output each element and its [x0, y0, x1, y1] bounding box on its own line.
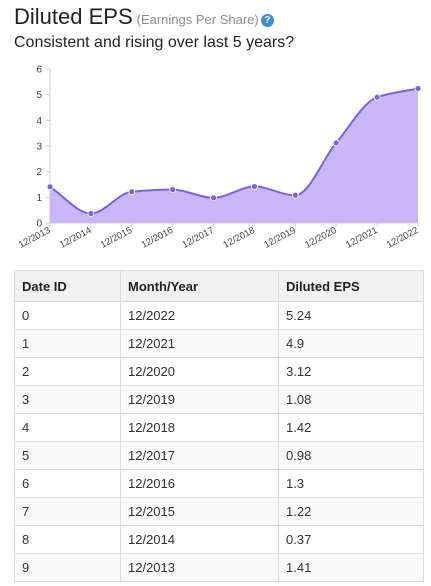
x-tick-label: 12/2018: [221, 225, 256, 251]
eps-point-12-2021[interactable]: [373, 93, 381, 101]
eps-area: [50, 88, 418, 223]
eps-point-12-2020[interactable]: [332, 139, 340, 147]
x-tick-label: 12/2019: [262, 225, 297, 251]
col-header-month-year: Month/Year: [120, 270, 279, 302]
cell-diluted-eps: 1.41: [278, 553, 424, 582]
eps-point-12-2017[interactable]: [210, 194, 217, 202]
y-tick-label: 6: [36, 65, 42, 76]
eps-line: [49, 87, 419, 215]
table-header-row: Date ID Month/Year Diluted EPS: [14, 270, 424, 302]
table-row: 1 12/2021 4.9: [14, 329, 424, 358]
header: Diluted EPS (Earnings Per Share)? Consist…: [14, 4, 424, 52]
eps-point-12-2015[interactable]: [128, 188, 136, 196]
cell-date-id: 7: [14, 497, 121, 526]
x-tick-label: 12/2017: [180, 225, 215, 251]
page-title: Diluted EPS: [14, 4, 133, 29]
page-subtitle: (Earnings Per Share): [136, 12, 259, 27]
y-tick-label: 5: [36, 90, 42, 101]
cell-month-year: 12/2016: [120, 469, 279, 498]
eps-table: Date ID Month/Year Diluted EPS 0 12/2022 5…: [14, 270, 424, 582]
x-tick-label: 12/2022: [385, 225, 420, 251]
cell-month-year: 12/2014: [120, 525, 279, 554]
x-tick-label: 12/2020: [303, 225, 338, 251]
x-tick-label: 12/2021: [344, 225, 379, 251]
cell-diluted-eps: 1.3: [278, 469, 424, 498]
table-row: 2 12/2020 3.12: [14, 357, 424, 386]
cell-month-year: 12/2017: [120, 441, 279, 470]
table-row: 9 12/2013 1.41: [14, 553, 424, 582]
question-icon[interactable]: ?: [260, 14, 274, 27]
y-tick-label: 1: [36, 193, 42, 204]
cell-diluted-eps: 1.22: [278, 497, 424, 526]
cell-month-year: 12/2015: [120, 497, 279, 526]
y-tick-label: 3: [36, 142, 42, 153]
eps-table-container: Date ID Month/Year Diluted EPS 0 12/2022 5…: [14, 270, 424, 582]
eps-point-12-2013[interactable]: [46, 183, 54, 191]
cell-date-id: 6: [14, 469, 121, 498]
cell-diluted-eps: 5.24: [278, 301, 424, 330]
eps-point-12-2022[interactable]: [414, 85, 422, 92]
eps-point-12-2019[interactable]: [291, 191, 299, 199]
table-row: 5 12/2017 0.98: [14, 441, 424, 470]
cell-month-year: 12/2019: [120, 385, 279, 414]
cell-month-year: 12/2021: [120, 329, 279, 358]
cell-date-id: 4: [14, 413, 121, 442]
cell-date-id: 5: [14, 441, 121, 470]
table-row: 6 12/2016 1.3: [14, 469, 424, 498]
eps-point-12-2016[interactable]: [169, 186, 177, 194]
cell-diluted-eps: 1.42: [278, 413, 424, 442]
y-tick-label: 0: [36, 219, 42, 230]
title-line: Diluted EPS (Earnings Per Share)?: [14, 4, 424, 30]
cell-diluted-eps: 1.08: [278, 385, 424, 414]
cell-diluted-eps: 0.37: [278, 525, 424, 554]
x-tick-label: 12/2015: [99, 225, 134, 251]
table-row: 8 12/2014 0.37: [14, 525, 424, 554]
cell-date-id: 2: [14, 357, 121, 386]
cell-diluted-eps: 4.9: [278, 329, 424, 358]
tagline: Consistent and rising over last 5 years?: [14, 34, 295, 51]
cell-month-year: 12/2020: [120, 357, 279, 386]
y-tick-label: 2: [36, 167, 42, 178]
cell-month-year: 12/2018: [120, 413, 279, 442]
cell-month-year: 12/2022: [120, 301, 279, 330]
col-header-date-id: Date ID: [14, 270, 121, 302]
cell-date-id: 1: [14, 329, 121, 358]
x-tick-label: 12/2016: [140, 225, 175, 251]
cell-month-year: 12/2013: [120, 553, 279, 582]
cell-date-id: 8: [14, 525, 121, 554]
eps-point-12-2018[interactable]: [251, 183, 258, 190]
x-tick-label: 12/2013: [17, 225, 52, 251]
x-tick-label: 12/2014: [58, 225, 93, 251]
cell-date-id: 0: [14, 301, 121, 330]
cell-date-id: 9: [14, 553, 121, 582]
col-header-diluted-eps: Diluted EPS: [278, 270, 424, 302]
table-row: 4 12/2018 1.42: [14, 413, 424, 442]
table-row: 3 12/2019 1.08: [14, 385, 424, 414]
table-row: 7 12/2015 1.22: [14, 497, 424, 526]
y-tick-label: 4: [36, 116, 42, 127]
cell-diluted-eps: 0.98: [278, 441, 424, 470]
cell-date-id: 3: [14, 385, 121, 414]
eps-point-12-2014[interactable]: [87, 210, 95, 217]
table-row: 0 12/2022 5.24: [14, 301, 424, 330]
cell-diluted-eps: 3.12: [278, 357, 424, 386]
